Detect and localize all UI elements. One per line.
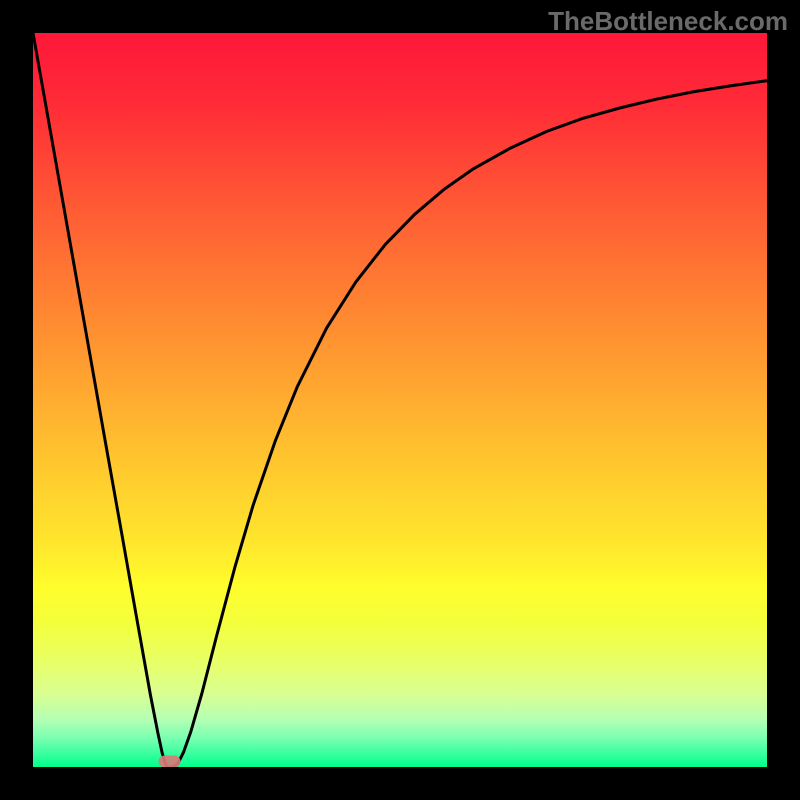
plot-area [33,33,767,767]
watermark-text: TheBottleneck.com [548,6,788,37]
minimum-marker [159,756,181,768]
chart-container: TheBottleneck.com [0,0,800,800]
plot-svg [33,33,767,767]
